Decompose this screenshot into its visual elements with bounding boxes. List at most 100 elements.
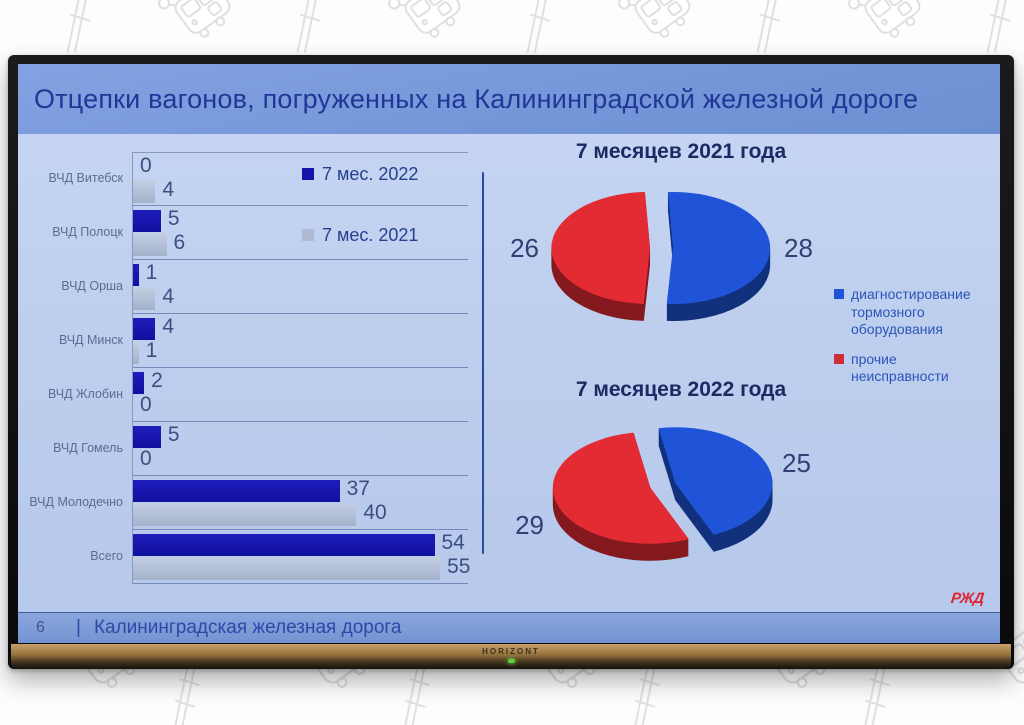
bar-category-label: ВЧД Молодечно [29, 495, 123, 510]
pie-value-label: 25 [782, 448, 811, 478]
pie-section-2022: 7 месяцев 2022 года 25 29 [490, 378, 872, 584]
bar-value-label: 54 [441, 531, 465, 554]
footer-title: Калининградская железная дорога [93, 617, 402, 638]
bar-category-label: ВЧД Минск [58, 333, 123, 348]
bar-legend-item: 7 мес. 2022 [302, 162, 418, 186]
blue-legend-swatch-icon [834, 289, 844, 299]
bar-2022 [133, 534, 435, 556]
track-lines-icon [756, 0, 791, 54]
bar-value-label: 6 [173, 231, 186, 254]
pie-legend: диагностирование тормозного оборудования… [834, 286, 998, 398]
bar-category-label: Всего [90, 549, 123, 564]
legend-swatch-icon [302, 229, 314, 241]
bar-category-label: ВЧД Жлобин [47, 387, 123, 402]
bar-chart-rows: ВЧД Витебск 0 4 ВЧД Полоцк 5 6 ВЧД Орша 1 4 ВЧД М… [20, 152, 482, 584]
rzd-logo: РЖД [950, 590, 985, 607]
pie-slice [552, 432, 689, 544]
pie-legend-label: прочие неисправности [851, 350, 949, 385]
bar-value-label: 0 [140, 154, 152, 177]
bar-row: Всего 54 55 [20, 530, 482, 584]
bar-row: ВЧД Гомель 5 0 [20, 422, 482, 476]
bar-value-label: 1 [145, 339, 158, 362]
bar-value-label: 0 [140, 447, 152, 470]
pie-legend-item-other: прочие неисправности [834, 351, 998, 386]
monitor-screen: Отцепки вагонов, погруженных на Калининг… [18, 64, 1000, 643]
bar-value-label: 2 [151, 369, 163, 392]
bar-value-label: 0 [140, 393, 152, 416]
bar-value-label: 37 [346, 477, 370, 500]
bar-category-label: ВЧД Витебск [48, 171, 124, 186]
bar-row: ВЧД Орша 1 4 [20, 260, 482, 314]
footer-divider: | [76, 617, 81, 638]
pie-slice [658, 427, 773, 535]
bar-2021 [133, 503, 357, 526]
bar-category-label: ВЧД Полоцк [52, 225, 123, 240]
bar-2021 [133, 233, 167, 256]
train-doodle-icon [385, 0, 469, 50]
bar-chart: ВЧД Витебск 0 4 ВЧД Полоцк 5 6 ВЧД Орша 1 4 ВЧД М… [20, 152, 482, 584]
pie-value-label: 29 [515, 510, 544, 540]
legend-swatch-icon [302, 168, 314, 180]
pie-value-label: 28 [784, 233, 813, 263]
bar-category-label: ВЧД Гомель [53, 441, 123, 456]
bar-value-label: 5 [167, 423, 180, 446]
bar-category-label: ВЧД Орша [61, 279, 123, 294]
monitor-brand: HORIZONT [482, 647, 540, 656]
bar-chart-legend: 7 мес. 2022 7 мес. 2021 [302, 162, 418, 284]
pie-title-2022: 7 месяцев 2022 года [575, 378, 787, 401]
bar-value-label: 40 [363, 501, 387, 524]
track-lines-icon [66, 0, 101, 54]
slide-title-banner: Отцепки вагонов, погруженных на Калининг… [18, 64, 1000, 134]
pie-slice [666, 192, 771, 305]
train-doodle-icon [615, 0, 699, 50]
bar-2021 [133, 341, 139, 364]
bar-track: 54 55 [132, 530, 471, 584]
red-legend-swatch-icon [834, 353, 844, 364]
pie-section-2021: 7 месяцев 2021 года 28 26 [490, 140, 872, 346]
track-lines-icon [526, 0, 561, 54]
train-doodle-icon [845, 0, 929, 50]
bar-legend-label: 7 мес. 2021 [322, 224, 419, 245]
track-lines-icon [986, 0, 1021, 54]
bar-row: ВЧД Полоцк 5 6 [20, 206, 482, 260]
track-lines-icon [296, 0, 331, 54]
bar-row: ВЧД Жлобин 2 0 [20, 368, 482, 422]
bar-2022 [133, 210, 161, 232]
power-led-icon [507, 659, 515, 663]
pie-title-2021: 7 месяцев 2021 года [575, 140, 787, 163]
bar-track: 37 40 [132, 476, 468, 530]
pie-chart-2022: 25 29 [515, 427, 811, 561]
bar-value-label: 4 [162, 315, 175, 338]
bar-legend-label: 7 мес. 2022 [322, 163, 419, 184]
section-divider-line [482, 172, 484, 554]
bar-value-label: 4 [162, 285, 175, 308]
pie-legend-label: диагностирование тормозного оборудования [851, 286, 971, 337]
bar-value-label: 5 [167, 207, 180, 230]
bar-2022 [133, 372, 145, 394]
slide-title: Отцепки вагонов, погруженных на Калининг… [34, 83, 919, 114]
train-doodle-icon [155, 0, 239, 50]
pie-slice [551, 192, 651, 304]
bar-value-label: 1 [145, 261, 158, 284]
bar-row: ВЧД Молодечно 37 40 [20, 476, 482, 530]
bar-2021 [133, 557, 441, 580]
bar-row: ВЧД Минск 4 1 [20, 314, 482, 368]
pie-legend-item-diagnostics: диагностирование тормозного оборудования [834, 286, 998, 339]
bar-2022 [133, 318, 156, 340]
footer-bar: 6 | Калининградская железная дорога [18, 612, 1000, 643]
monitor-bottom-bezel: HORIZONT [11, 644, 1011, 669]
bar-2022 [133, 426, 161, 448]
bar-2022 [133, 480, 340, 502]
bar-value-label: 55 [447, 555, 471, 578]
page-number: 6 [36, 619, 45, 636]
bar-2021 [133, 180, 156, 203]
bar-row: ВЧД Витебск 0 4 [20, 152, 482, 206]
pie-chart-2021: 28 26 [510, 192, 813, 322]
